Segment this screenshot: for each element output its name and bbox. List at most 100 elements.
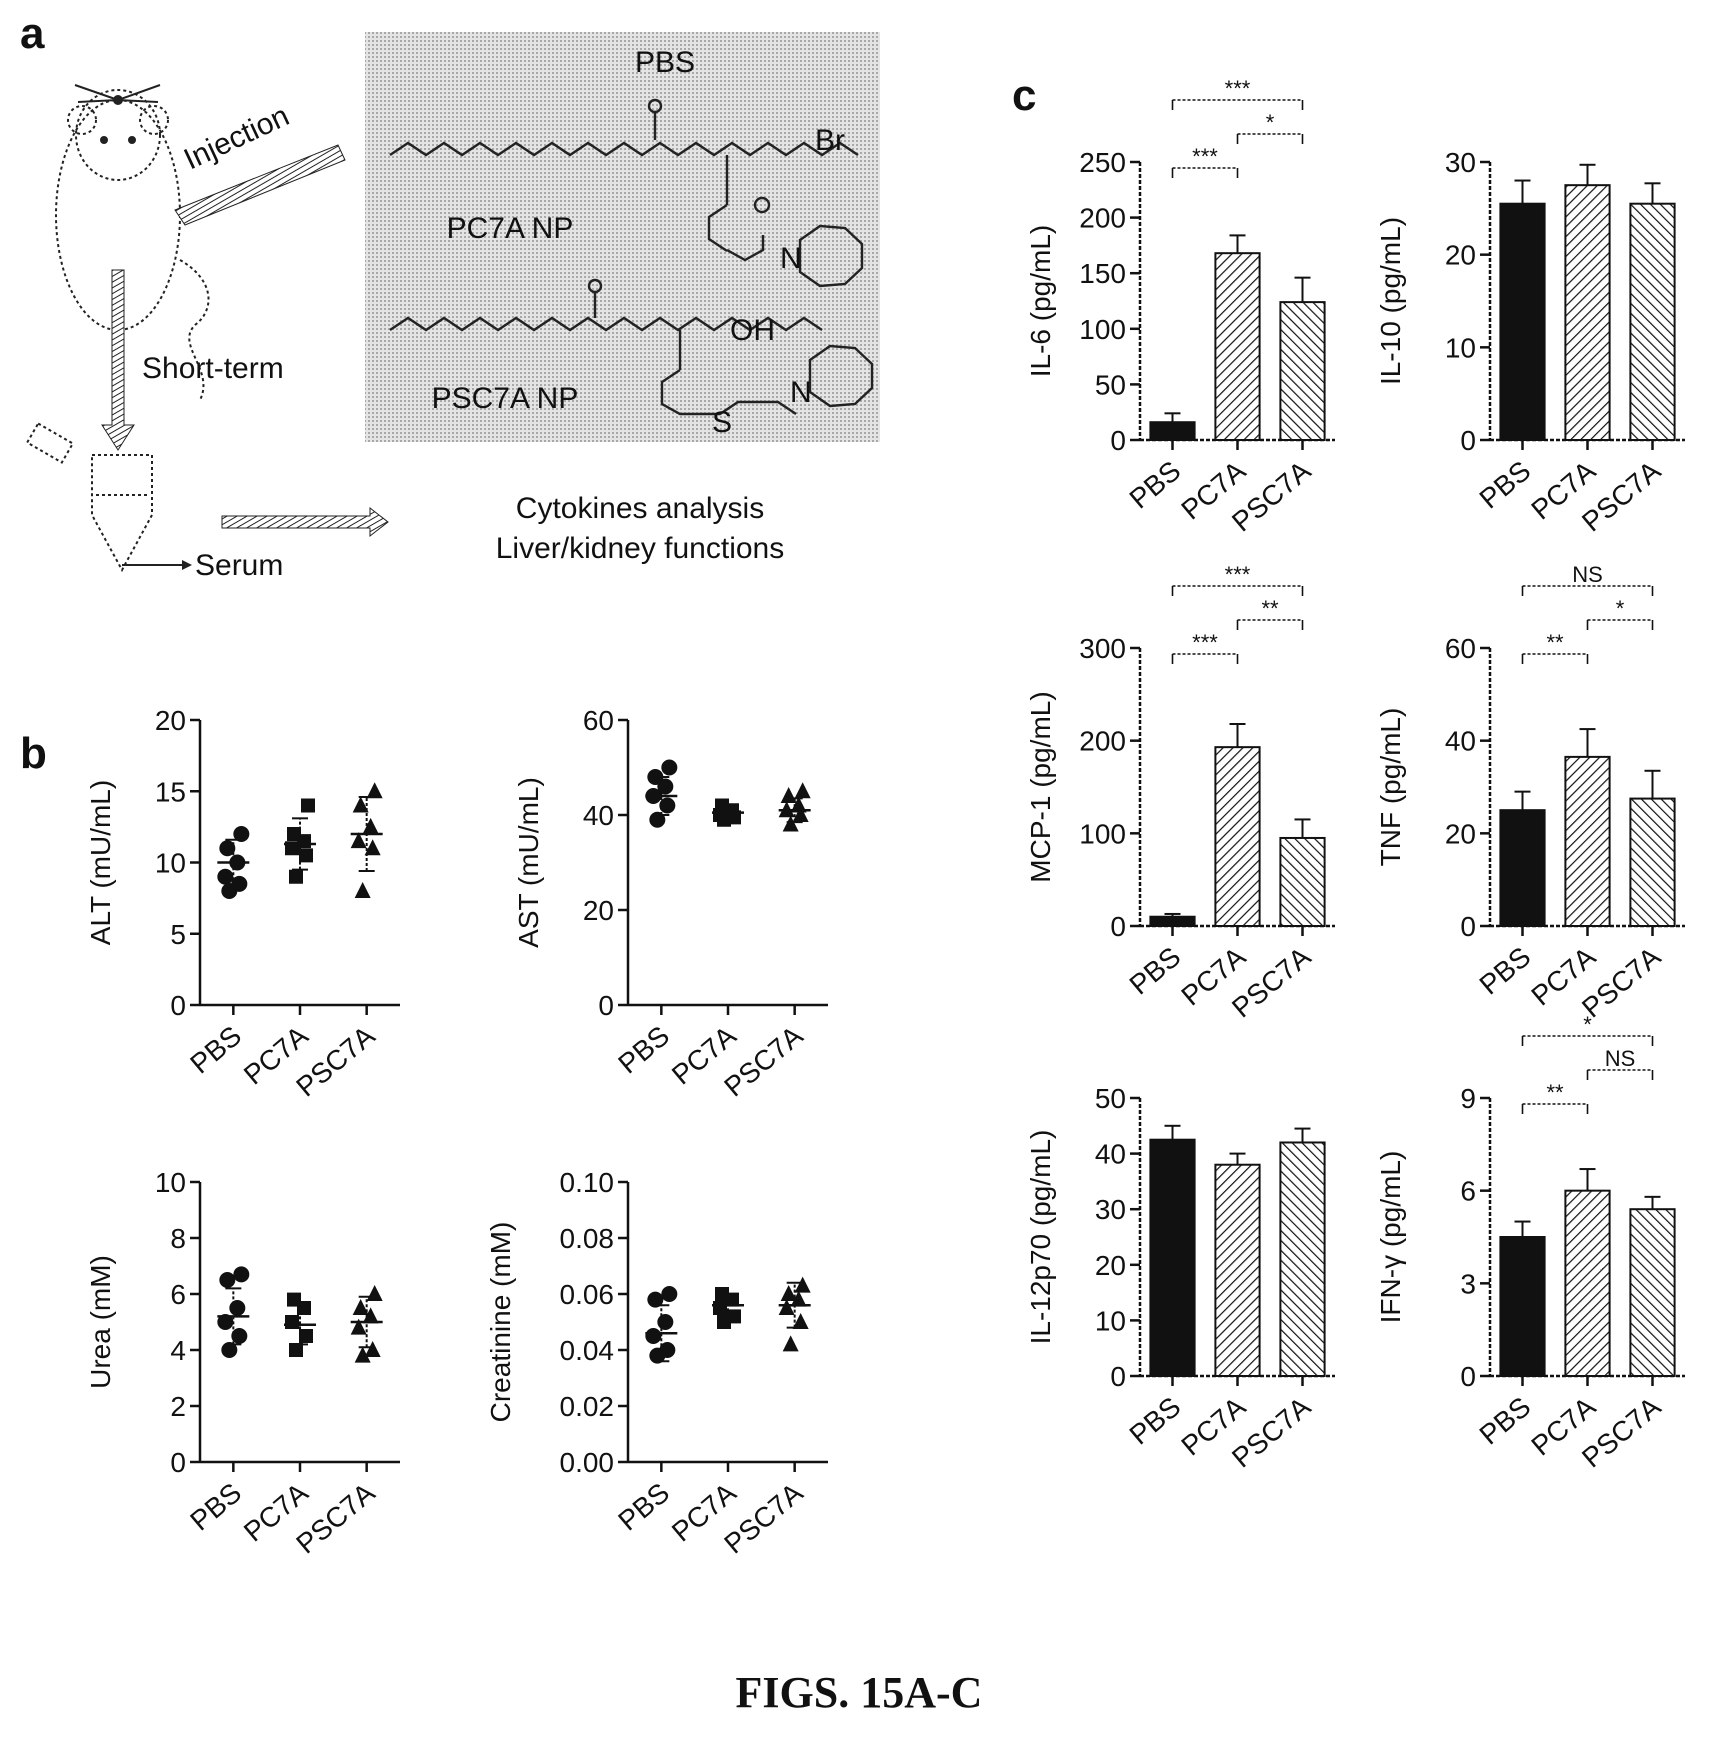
urea-point [219, 1272, 236, 1288]
ast-ytick-label: 60 [583, 705, 614, 736]
alt-point [364, 839, 381, 856]
creatinine-point [782, 1335, 799, 1352]
ifng-xtick-label-pbs: PBS [1474, 1391, 1537, 1451]
il12p70-ytick-label: 40 [1095, 1139, 1126, 1170]
alt-point [233, 826, 250, 842]
alt-point [350, 832, 367, 849]
ifng-ytick-label: 3 [1460, 1268, 1476, 1299]
il12p70-ytick-label: 50 [1095, 1083, 1126, 1114]
creatinine-xtick-label-pbs: PBS [612, 1477, 675, 1537]
chart-creatinine: 0.00 0.02 0.04 0.06 0.08 0.10 Creatinine (mM) P… [485, 1167, 828, 1560]
mcp1-ylabel: MCP-1 (pg/mL) [1025, 691, 1056, 882]
ast-point [661, 759, 678, 776]
ast-point [778, 801, 795, 818]
urea-ytick-label: 10 [155, 1167, 186, 1198]
il6-bar-pc7a [1214, 252, 1261, 441]
mouse-whiskers-icon [74, 84, 161, 144]
il6-bar-pbs [1149, 421, 1196, 442]
il12p70-ytick-label: 30 [1095, 1194, 1126, 1225]
il6-ytick-label: 0 [1110, 425, 1126, 456]
creatinine-point [790, 1290, 807, 1307]
alt-ytick-label: 20 [155, 705, 186, 736]
ast-xtick-label-pbs: PBS [612, 1020, 675, 1080]
urea-point [354, 1346, 371, 1363]
alt-xtick-label-pbs: PBS [184, 1020, 247, 1080]
il6-ytick-label: 200 [1079, 203, 1126, 234]
ast-point [657, 778, 674, 795]
urea-point [352, 1299, 369, 1315]
il12p70-xtick-label-pbs: PBS [1124, 1391, 1187, 1451]
creatinine-point [794, 1276, 811, 1293]
creatinine-point [645, 1328, 662, 1344]
il12p70-ytick-label: 10 [1095, 1305, 1126, 1336]
il10-ytick-label: 0 [1460, 425, 1476, 456]
ifng-ytick-label: 0 [1460, 1361, 1476, 1392]
formula-oh-label: OH [730, 314, 775, 347]
serum-pointer-icon [182, 560, 192, 570]
short-term-label: Short-term [142, 352, 284, 385]
ast-point [790, 796, 807, 813]
tnf-ytick-label: 20 [1445, 818, 1476, 849]
ast-ytick-label: 40 [583, 800, 614, 831]
alt-ytick-label: 10 [155, 848, 186, 879]
tnf-ytick-label: 40 [1445, 726, 1476, 757]
panel-letter-b: b [20, 729, 47, 778]
urea-point [299, 1329, 313, 1343]
il10-ylabel: IL-10 (pg/mL) [1375, 217, 1406, 385]
alt-point [287, 827, 301, 841]
ast-point [659, 797, 676, 814]
il12p70-bar-psc7a [1279, 1141, 1326, 1377]
creatinine-ytick-label: 0.08 [560, 1223, 615, 1254]
ifng-sig-label: * [1583, 1012, 1592, 1037]
mcp1-ytick-label: 100 [1079, 818, 1126, 849]
il12p70-ylabel: IL-12p70 (pg/mL) [1025, 1130, 1056, 1345]
alt-point [352, 796, 369, 813]
creatinine-ytick-label: 0.02 [560, 1391, 615, 1422]
ast-ylabel: AST (mU/mL) [513, 777, 544, 948]
alt-point [229, 854, 246, 871]
mcp1-bar-pc7a [1214, 746, 1261, 927]
urea-ytick-label: 0 [170, 1447, 186, 1478]
creatinine-point [727, 1309, 741, 1324]
serum-label: Serum [195, 549, 283, 582]
short-term-arrow-icon [101, 269, 135, 451]
ast-point [649, 811, 666, 828]
il6-ytick-label: 150 [1079, 258, 1126, 289]
creatinine-point [713, 1301, 727, 1315]
injection-label: Injection [179, 99, 294, 176]
ifng-sig-label: NS [1605, 1046, 1636, 1071]
tnf-bar-pbs [1499, 809, 1546, 928]
il10-bar-pbs [1499, 202, 1546, 441]
outcome-cytokines: Cytokines analysis [516, 492, 764, 525]
formula-n-label-pc7a: N [780, 242, 802, 275]
ast-point [647, 769, 664, 785]
tnf-bar-psc7a [1629, 797, 1676, 927]
il6-sig-label: *** [1192, 144, 1218, 169]
ifng-ytick-label: 6 [1460, 1176, 1476, 1207]
alt-point [366, 782, 383, 799]
ast-point [782, 815, 799, 832]
box-label-pc7a-np: PC7A NP [447, 212, 574, 245]
ast-ytick-label: 0 [598, 990, 614, 1021]
creatinine-point [780, 1285, 797, 1301]
alt-point [299, 848, 313, 863]
il10-bar-pc7a [1564, 184, 1611, 441]
formula-n-label-psc7a: N [790, 376, 812, 409]
ast-ytick-label: 20 [583, 895, 614, 926]
injection-arrow-icon [174, 144, 346, 226]
urea-point [229, 1300, 246, 1316]
alt-ytick-label: 0 [170, 990, 186, 1021]
il12p70-ytick-label: 0 [1110, 1361, 1126, 1392]
alt-point [231, 875, 248, 892]
psc7a-structure-icon [389, 278, 874, 416]
il10-ytick-label: 30 [1445, 147, 1476, 178]
urea-point [285, 1315, 299, 1329]
alt-point [354, 882, 371, 898]
urea-point [366, 1285, 383, 1301]
mcp1-sig-label: *** [1192, 630, 1218, 655]
tnf-ytick-label: 0 [1460, 911, 1476, 942]
urea-ytick-label: 4 [170, 1335, 186, 1366]
